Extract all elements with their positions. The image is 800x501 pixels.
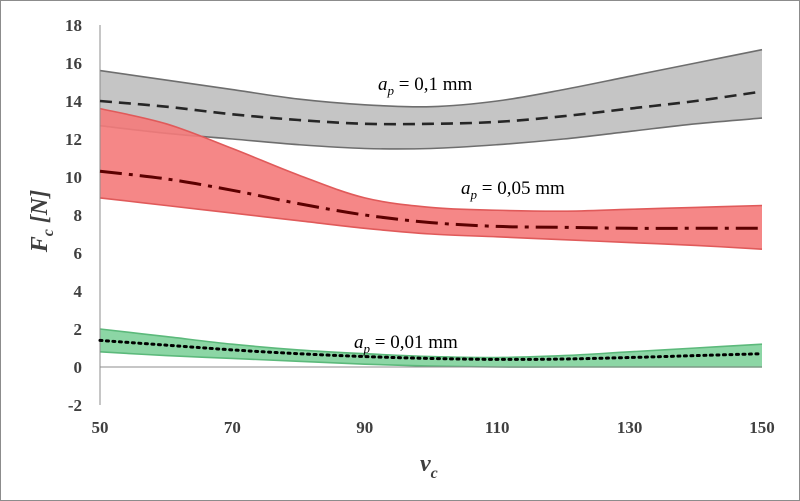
confidence-band-1: [100, 49, 762, 149]
line-layer: [98, 90, 764, 361]
x-axis-label: vc: [420, 451, 438, 482]
x-tick-label: 130: [617, 418, 643, 437]
x-axis-label-sub: c: [431, 465, 438, 482]
y-tick-label: 12: [65, 130, 82, 149]
mean-line-3: [98, 338, 764, 361]
y-axis-label: Fc [N]: [27, 190, 57, 253]
series-label-text: = 0,1 mm: [394, 74, 472, 95]
y-axis-label-sub: c: [40, 229, 57, 236]
band-lower-edge-1: [99, 117, 763, 150]
series-label-3: ap = 0,01 mm: [354, 332, 458, 356]
tick-layer: -2 0 2 4 6 8 10 12 14 16 18 50 70 90 110 130 150: [65, 16, 775, 437]
y-axis-label-unit: [N]: [27, 190, 53, 229]
series-label-prefix: a: [461, 178, 471, 199]
y-tick-label: 8: [74, 206, 83, 225]
y-tick-label: 18: [65, 16, 82, 35]
series-label-sub: p: [387, 83, 395, 98]
band-lower-edge-2: [99, 197, 763, 250]
band-layer: [99, 48, 763, 368]
y-tick-label: 0: [74, 358, 83, 377]
series-label-1: ap = 0,1 mm: [378, 74, 472, 98]
band-upper-edge-2: [99, 107, 763, 213]
x-tick-label: 70: [224, 418, 241, 437]
mean-line-2: [99, 169, 762, 230]
confidence-band-2: [100, 108, 762, 250]
series-label-text: = 0,05 mm: [477, 178, 565, 199]
series-label-prefix: a: [378, 74, 388, 95]
x-tick-label: 90: [356, 418, 373, 437]
y-tick-label: -2: [68, 396, 82, 415]
x-tick-label: 110: [485, 418, 510, 437]
series-label-sub: p: [363, 341, 371, 356]
x-axis-label-main: v: [420, 451, 431, 477]
y-tick-label: 16: [65, 54, 82, 73]
mean-line-1: [99, 90, 763, 126]
series-label-2: ap = 0,05 mm: [461, 178, 565, 202]
y-tick-label: 2: [74, 320, 83, 339]
x-tick-label: 50: [92, 418, 109, 437]
y-tick-label: 4: [74, 282, 83, 301]
band-upper-edge-3: [99, 328, 763, 359]
band-upper-edge-1: [99, 48, 763, 108]
y-tick-label: 6: [74, 244, 83, 263]
y-axis-label-main: F: [27, 236, 53, 253]
series-label-text: = 0,01 mm: [370, 332, 458, 353]
y-tick-label: 10: [65, 168, 82, 187]
series-label-prefix: a: [354, 332, 364, 353]
x-tick-label: 150: [749, 418, 775, 437]
series-label-sub: p: [470, 187, 478, 202]
y-tick-label: 14: [65, 92, 83, 111]
